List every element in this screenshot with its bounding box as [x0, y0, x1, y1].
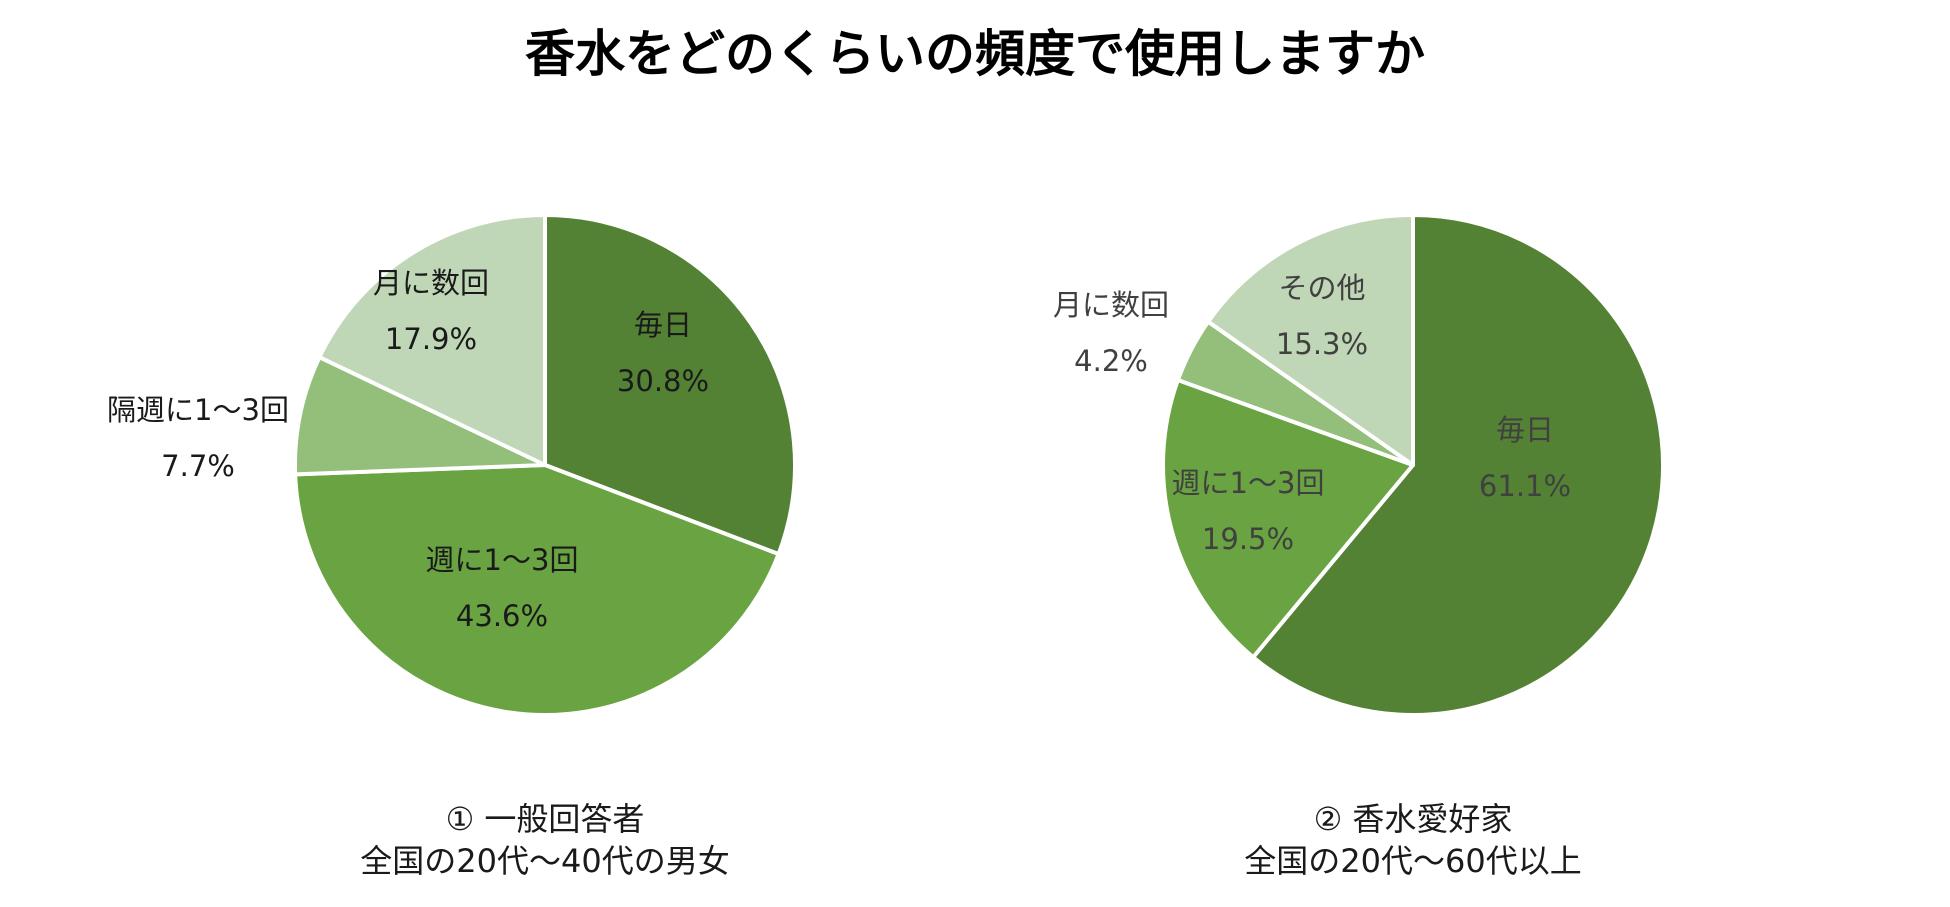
slice-value-label: 43.6% [456, 599, 548, 633]
pie-caption-title: ① 一般回答者 [445, 800, 645, 838]
slice-category-label: その他 [1278, 271, 1365, 305]
pie-slice [293, 463, 781, 717]
pie-slice [543, 213, 797, 557]
pie-slice [1206, 213, 1415, 467]
pie-caption-subtitle: 全国の20代～40代の男女 [360, 842, 730, 880]
slice-value-label: 17.9% [385, 322, 477, 356]
pie-slice [1161, 378, 1415, 660]
pie-slice [293, 355, 547, 477]
pie-chart-enthusiast: 毎日 61.1% 週に1～3回 19.5% 月に数回 4.2% その他 15.3% [1053, 213, 1665, 717]
slice-category-label: 週に1～3回 [426, 543, 579, 577]
slice-category-label: 月に数回 [1053, 288, 1169, 322]
slice-value-label: 30.8% [617, 364, 709, 398]
pie-caption-title: ② 香水愛好家 [1313, 800, 1513, 838]
slice-value-label: 19.5% [1202, 522, 1294, 556]
pie-caption-subtitle: 全国の20代～60代以上 [1244, 842, 1582, 880]
slice-category-label: 毎日 [1496, 413, 1554, 447]
chart-title: 香水をどのくらいの頻度で使用しますか [525, 25, 1425, 83]
slice-value-label: 61.1% [1479, 469, 1571, 503]
slice-category-label: 隔週に1～3回 [107, 393, 289, 427]
pie-caption-general: ① 一般回答者 全国の20代～40代の男女 [245, 798, 845, 882]
pie-chart-general: 毎日 30.8% 週に1～3回 43.6% 隔週に1～3回 7.7% 月に数回 17.9% [107, 213, 797, 717]
slice-value-label: 4.2% [1074, 344, 1148, 378]
slice-category-label: 月に数回 [373, 266, 489, 300]
slice-category-label: 週に1～3回 [1172, 466, 1325, 500]
pie-slice [317, 213, 547, 467]
slice-category-label: 毎日 [634, 308, 692, 342]
pie-caption-enthusiast: ② 香水愛好家 全国の20代～60代以上 [1113, 798, 1713, 882]
slice-value-label: 15.3% [1276, 327, 1368, 361]
slice-value-label: 7.7% [161, 449, 235, 483]
pie-slice [1251, 213, 1665, 717]
